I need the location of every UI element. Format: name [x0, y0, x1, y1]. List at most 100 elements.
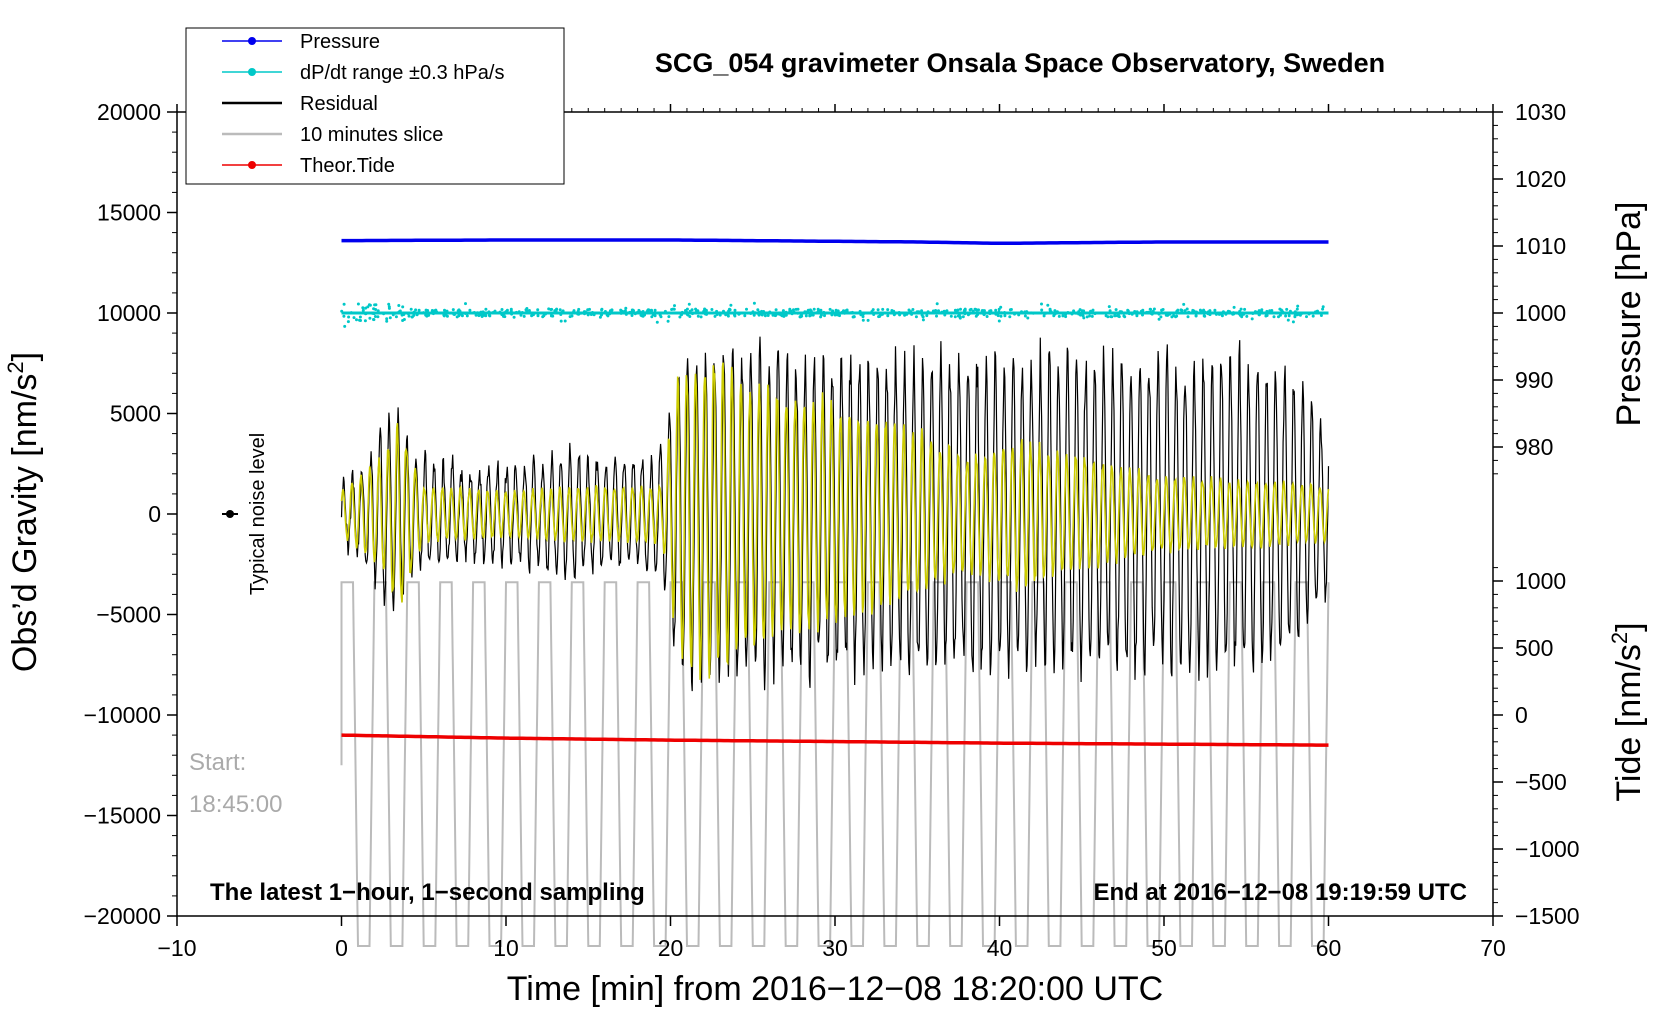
dpdt-point	[363, 319, 367, 323]
dpdt-point	[1109, 315, 1113, 319]
dpdt-point	[498, 310, 502, 314]
dpdt-point	[771, 313, 775, 316]
dpdt-point	[945, 309, 949, 313]
dpdt-point	[763, 314, 767, 318]
dpdt-point	[1251, 312, 1255, 315]
pressure-tick-label: 1020	[1515, 166, 1566, 192]
dpdt-point	[1061, 314, 1065, 318]
dpdt-point	[1077, 312, 1081, 316]
dpdt-point	[479, 310, 483, 314]
dpdt-point	[455, 315, 459, 319]
dpdt-point	[905, 312, 909, 316]
dpdt-point	[401, 305, 405, 309]
dpdt-point	[630, 314, 634, 317]
dpdt-point	[722, 309, 725, 313]
dpdt-point	[373, 303, 377, 307]
dpdt-point	[407, 314, 411, 318]
dpdt-point	[961, 315, 965, 319]
dpdt-point	[424, 308, 428, 312]
dpdt-point	[1175, 314, 1179, 318]
dpdt-point	[999, 305, 1003, 309]
dpdt-point	[756, 308, 760, 312]
dpdt-point	[1293, 315, 1297, 319]
dpdt-point	[836, 309, 840, 313]
dpdt-point	[422, 311, 426, 315]
dpdt-point	[1265, 309, 1269, 313]
y-axis-title-gravity: Obs’d Gravity [nm/s2]	[3, 352, 44, 672]
dpdt-point	[879, 312, 883, 316]
dpdt-point	[718, 313, 722, 317]
dpdt-point	[1091, 308, 1095, 312]
dpdt-point	[1182, 302, 1186, 306]
dpdt-point	[1089, 309, 1093, 313]
dpdt-point	[953, 308, 957, 312]
dpdt-point	[1026, 316, 1030, 320]
dpdt-point	[563, 319, 567, 323]
dpdt-point	[639, 313, 643, 317]
dpdt-point	[766, 314, 770, 317]
dpdt-point	[800, 312, 803, 316]
dpdt-point	[812, 307, 816, 311]
dpdt-point	[911, 308, 915, 311]
dpdt-point	[479, 313, 483, 317]
dpdt-point	[443, 308, 446, 312]
dpdt-point	[525, 309, 529, 313]
dpdt-point	[488, 314, 492, 318]
dpdt-point	[361, 308, 365, 312]
dpdt-point	[536, 314, 540, 318]
dpdt-point	[1296, 311, 1300, 315]
gravity-tick-label: 5000	[110, 401, 161, 427]
dpdt-point	[974, 314, 978, 318]
dpdt-point	[886, 308, 890, 312]
dpdt-point	[427, 313, 431, 317]
dpdt-point	[789, 309, 793, 313]
dpdt-point	[935, 314, 938, 318]
dpdt-point	[491, 311, 495, 314]
dpdt-point	[608, 312, 612, 316]
dpdt-point	[994, 312, 998, 316]
dpdt-point	[1070, 312, 1074, 316]
dpdt-point	[514, 310, 518, 314]
dpdt-point	[417, 308, 421, 312]
dpdt-point	[582, 310, 586, 314]
dpdt-point	[505, 308, 509, 312]
dpdt-point	[359, 319, 362, 322]
dpdt-point	[1228, 310, 1232, 314]
dpdt-point	[1221, 311, 1224, 315]
dpdt-point	[774, 308, 778, 312]
dpdt-point	[1255, 310, 1259, 314]
dpdt-point	[342, 302, 346, 306]
dpdt-point	[1260, 308, 1264, 312]
dpdt-point	[431, 312, 435, 316]
dpdt-point	[921, 318, 925, 322]
dpdt-point	[1042, 314, 1046, 318]
dpdt-point	[1013, 312, 1016, 316]
tick-layer: −10 0 10 20 30 40 50 60 7020000150001000050000−5…	[84, 99, 1580, 961]
dpdt-point	[484, 307, 488, 311]
dpdt-point	[517, 310, 521, 314]
dpdt-point	[549, 314, 553, 318]
dpdt-point	[953, 315, 957, 319]
dpdt-point	[391, 313, 395, 317]
legend: Pressure dP/dt range ±0.3 hPa/s Residual 10…	[185, 27, 565, 185]
x-tick-label: 40	[987, 935, 1013, 961]
dpdt-point	[1152, 307, 1156, 311]
dpdt-point	[920, 313, 924, 317]
dpdt-point	[1023, 314, 1027, 318]
dpdt-point	[1257, 313, 1261, 317]
dpdt-point	[1055, 310, 1059, 314]
dpdt-point	[624, 312, 628, 316]
dpdt-point	[959, 307, 962, 311]
dpdt-point	[768, 310, 772, 314]
dpdt-point	[361, 311, 365, 315]
dpdt-point	[430, 309, 434, 312]
dpdt-point	[705, 312, 708, 316]
x-tick-label: 70	[1480, 935, 1506, 961]
dpdt-point	[1242, 312, 1246, 316]
dpdt-point	[1135, 310, 1139, 314]
tide-tick-label: −1000	[1515, 836, 1580, 862]
dpdt-point	[1201, 309, 1204, 313]
dpdt-point	[1135, 312, 1139, 316]
dpdt-point	[364, 306, 368, 310]
dpdt-point	[568, 311, 572, 315]
